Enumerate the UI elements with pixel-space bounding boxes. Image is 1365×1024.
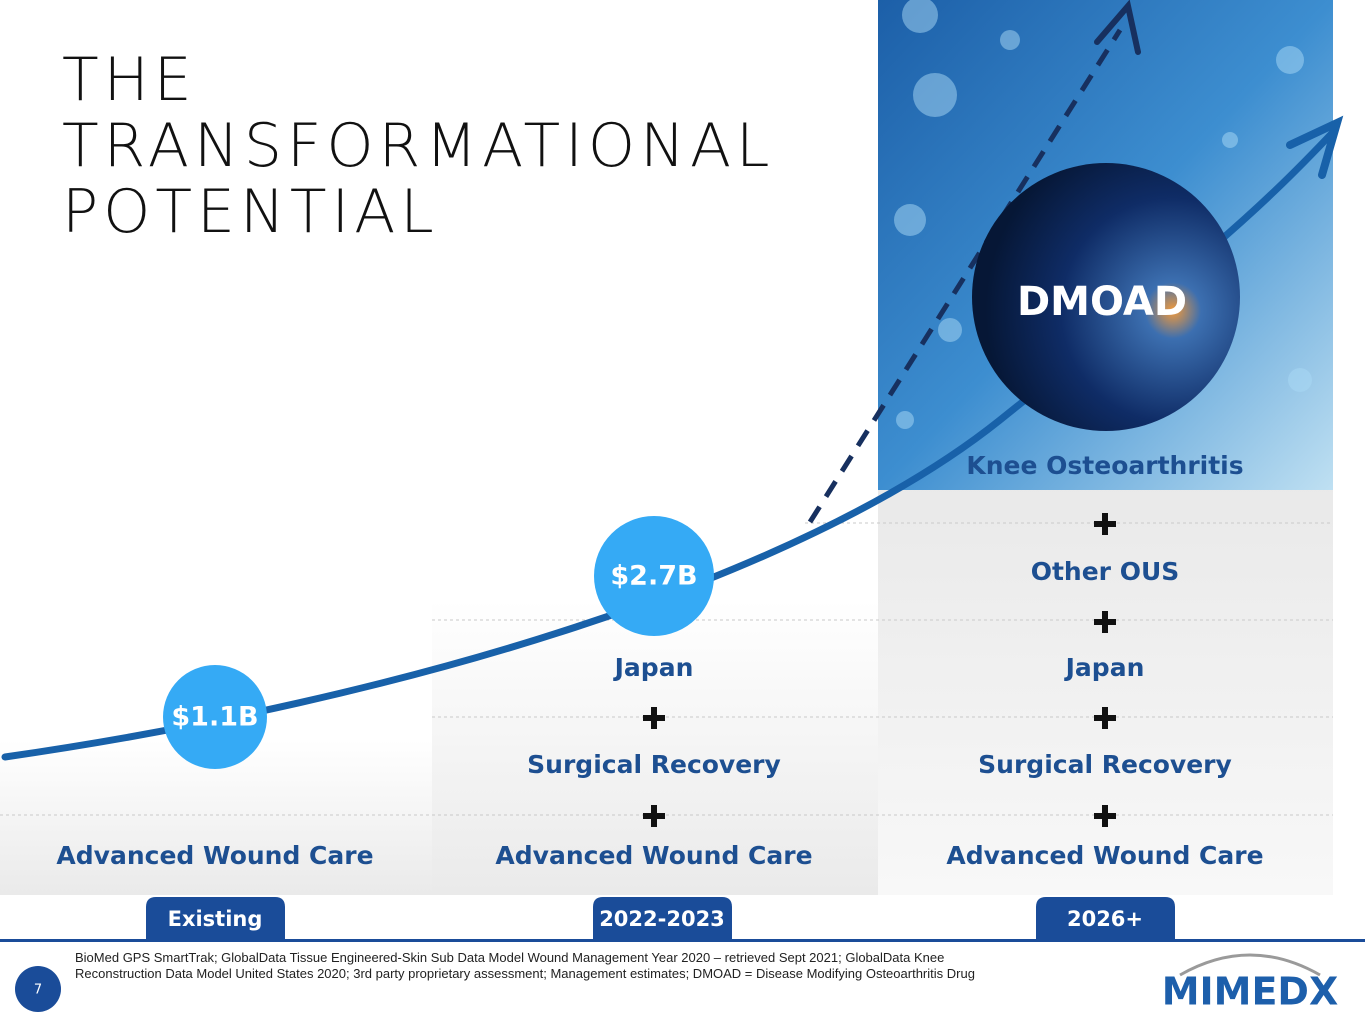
dashed-arrow [807,28,1123,524]
title-line: TRANSFORMATIONAL [62,111,774,181]
item: Knee Osteoarthritis [966,451,1243,480]
logo-arc [1179,953,1321,977]
item: Advanced Wound Care [946,841,1263,870]
arrowhead [1286,115,1344,179]
item: Advanced Wound Care [56,841,373,870]
footer-rule [0,939,1365,942]
stage-tabs [146,897,1175,940]
item: Surgical Recovery [527,750,781,779]
arrowhead [1094,0,1141,55]
stage-label: 2022-2023 [599,907,725,931]
page-number: 7 [34,983,42,998]
growth-curve [1,126,1339,761]
item: Other OUS [1031,557,1180,586]
item: Japan [613,653,694,682]
title-line: THE [62,45,197,115]
title-line: POTENTIAL [62,177,439,247]
bubble [163,665,267,769]
item: Advanced Wound Care [495,841,812,870]
bubble [972,163,1240,431]
plus-signs [643,513,1116,827]
bubble-label: $1.1B [171,702,258,733]
dividers [0,522,1333,816]
item: Japan [1064,653,1145,682]
background [0,0,1333,895]
stage-label: 2026+ [1067,907,1143,931]
bubble-label: DMOAD [1017,279,1187,325]
page-badge [15,966,61,1012]
stage-label: Existing [168,907,263,931]
bubble-label: $2.7B [610,561,697,592]
footnote: BioMed GPS SmartTrak; GlobalData Tissue … [75,950,944,965]
item: Surgical Recovery [978,750,1232,779]
logo: MIMEDX [1162,970,1339,1014]
bubble [594,516,714,636]
footnote: Reconstruction Data Model United States … [75,966,975,981]
